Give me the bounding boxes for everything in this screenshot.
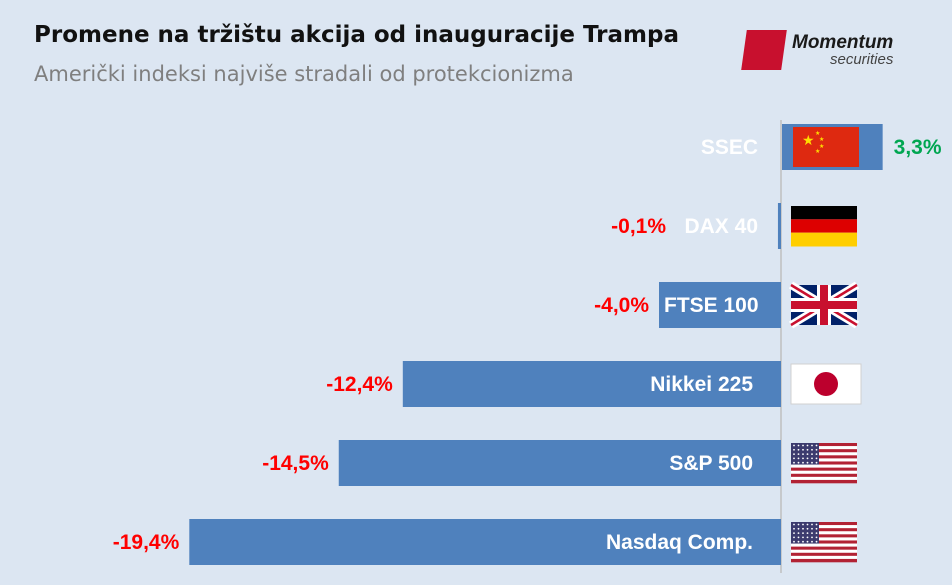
- value-label: -14,5%: [262, 452, 329, 475]
- logo-name: Momentum: [792, 32, 894, 53]
- uk-flag-icon: [788, 281, 860, 329]
- svg-text:★: ★: [802, 133, 815, 149]
- china-flag-icon: ★ ★★★★: [793, 127, 859, 167]
- value-label: -19,4%: [113, 531, 180, 554]
- category-label: DAX 40: [684, 215, 758, 238]
- svg-text:★: ★: [815, 130, 820, 137]
- svg-text:★: ★: [819, 136, 824, 143]
- category-label: Nikkei 225: [650, 373, 753, 396]
- bar-1: [777, 203, 781, 249]
- category-label: Nasdaq Comp.: [606, 531, 753, 554]
- chart-title: Promene na tržištu akcija od inauguracij…: [34, 22, 679, 48]
- logo-sub: securities: [830, 51, 894, 68]
- category-label: S&P 500: [669, 452, 753, 475]
- bar-2: [659, 282, 781, 328]
- usa-flag-icon: [791, 443, 857, 484]
- japan-flag-icon: [790, 363, 862, 405]
- bar-5: [189, 519, 782, 565]
- svg-text:★: ★: [819, 143, 824, 150]
- value-label: 3,3%: [894, 136, 942, 159]
- usa-flag-icon: [791, 522, 857, 563]
- momentum-logo: Momentum securities: [741, 26, 934, 78]
- category-label: FTSE 100: [664, 294, 759, 317]
- germany-flag-icon: [791, 206, 857, 247]
- bar-3: [402, 361, 781, 407]
- category-label: SSEC: [701, 136, 758, 159]
- value-label: -0,1%: [611, 215, 666, 238]
- bar-4: [338, 440, 781, 486]
- value-label: -12,4%: [326, 373, 393, 396]
- svg-text:★: ★: [815, 148, 820, 155]
- value-label: -4,0%: [594, 294, 649, 317]
- chart-subtitle: Američki indeksi najviše stradali od pro…: [34, 62, 574, 86]
